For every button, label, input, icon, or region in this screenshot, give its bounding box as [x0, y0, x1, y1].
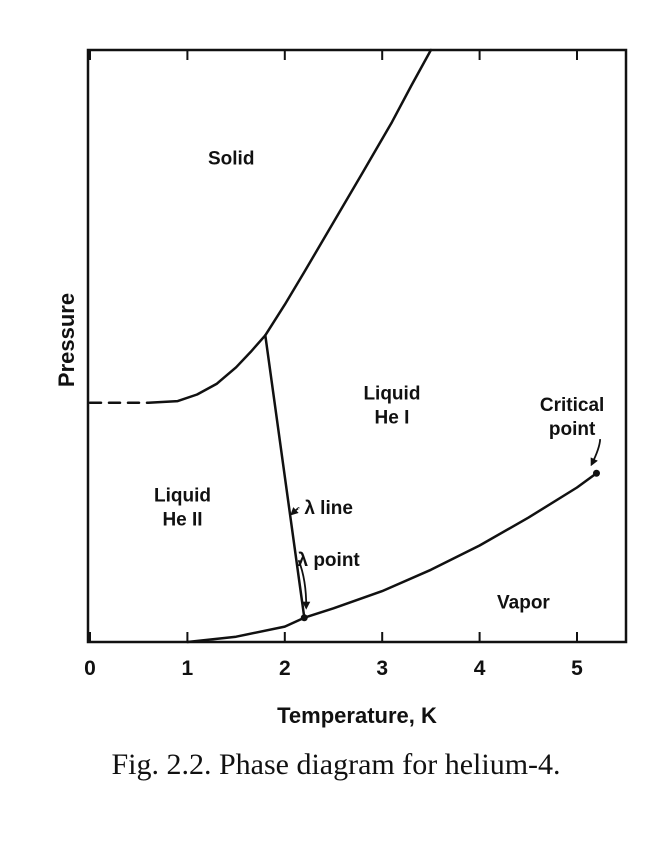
vapor-line: Vapor [497, 592, 550, 613]
liquid-he-i-line: Liquid [363, 383, 420, 404]
critical-point-marker [592, 469, 600, 477]
x-tick-label: 1 [182, 657, 194, 680]
melting-curve [147, 48, 433, 405]
plot-frame-group [86, 48, 628, 644]
lambda-point-label-line: λ point [297, 550, 360, 571]
liquid-he-ii-line: He II [162, 510, 202, 531]
critical-point-label-arrow [590, 439, 602, 467]
marker-group [300, 469, 600, 622]
x-tick-label: 2 [279, 657, 291, 680]
plot-frame [86, 48, 628, 644]
label-group: Solid Liquid He I Liquid He II Vapor λ line λ p… [154, 148, 604, 613]
x-tick-label: 5 [571, 657, 583, 680]
liquid-he-ii-line: Liquid [154, 486, 211, 507]
tick-group: 0 1 2 3 4 5 [84, 50, 583, 680]
x-tick-label: 3 [376, 657, 388, 680]
liquid-he-ii-region-label: Liquid He II [154, 486, 211, 531]
x-tick-label: 4 [474, 657, 486, 680]
critical-point-label-line: point [549, 419, 596, 440]
curve-group [88, 48, 598, 644]
vapor-pressure-curve [186, 472, 598, 644]
solid-line: Solid [208, 148, 254, 169]
critical-point-label-line: Critical [540, 395, 604, 416]
lambda-line-label-line: λ line [304, 498, 353, 519]
figure-caption: Fig. 2.2. Phase diagram for helium-4. [111, 748, 561, 781]
vapor-region-label: Vapor [497, 592, 550, 613]
critical-point-label: Critical point [540, 395, 604, 440]
lambda-point-label-arrow [297, 559, 311, 610]
lambda-point-marker [300, 614, 308, 622]
y-axis-label: Pressure [54, 293, 79, 387]
lambda-line-label: λ line [304, 498, 353, 519]
lambda-point-label: λ point [297, 550, 360, 571]
liquid-he-i-region-label: Liquid He I [363, 383, 420, 428]
lambda-line-label-arrow [290, 507, 300, 516]
x-axis-label: Temperature, K [277, 703, 437, 728]
liquid-he-i-line: He I [375, 407, 410, 428]
lambda-line [264, 334, 306, 619]
x-tick-label: 0 [84, 657, 96, 680]
solid-region-label: Solid [208, 148, 254, 169]
